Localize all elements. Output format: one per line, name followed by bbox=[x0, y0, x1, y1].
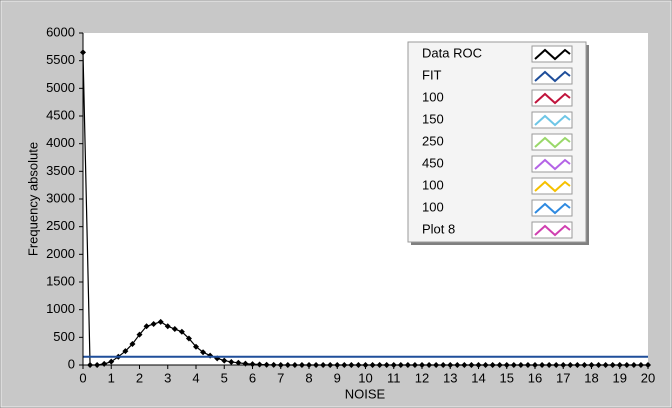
legend-label: FIT bbox=[422, 67, 442, 82]
legend-label: 250 bbox=[422, 133, 444, 148]
legend-swatch bbox=[534, 136, 571, 149]
x-tick-label: 18 bbox=[584, 370, 598, 385]
legend-label: 100 bbox=[422, 199, 444, 214]
legend-swatch-box bbox=[531, 133, 573, 151]
data-point bbox=[136, 331, 143, 338]
data-point bbox=[228, 358, 235, 365]
legend-swatch-box bbox=[531, 221, 573, 239]
legend-label: 150 bbox=[422, 111, 444, 126]
data-point bbox=[178, 328, 185, 335]
x-tick-label: 5 bbox=[221, 370, 228, 385]
legend-swatch bbox=[534, 70, 571, 83]
y-tick-label: 1000 bbox=[46, 301, 75, 316]
y-tick-label: 4000 bbox=[46, 135, 75, 150]
x-axis-label: NOISE bbox=[345, 386, 386, 401]
x-tick-label: 0 bbox=[79, 370, 86, 385]
legend-swatch-box bbox=[531, 67, 573, 85]
x-tick-label: 4 bbox=[192, 370, 199, 385]
legend-swatch-box bbox=[531, 111, 573, 129]
x-tick-label: 10 bbox=[358, 370, 372, 385]
legend-swatch bbox=[534, 114, 571, 127]
legend-swatch bbox=[534, 158, 571, 171]
x-tick-label: 13 bbox=[443, 370, 457, 385]
data-point bbox=[193, 343, 199, 350]
legend-label: 100 bbox=[422, 89, 444, 104]
y-tick-label: 5500 bbox=[46, 52, 75, 67]
y-tick-label: 1500 bbox=[46, 273, 75, 288]
x-tick-label: 19 bbox=[613, 370, 627, 385]
y-tick-label: 500 bbox=[53, 329, 75, 344]
x-tick-label: 16 bbox=[528, 370, 542, 385]
data-point bbox=[235, 359, 242, 366]
legend-swatch bbox=[534, 202, 571, 215]
legend-label: Data ROC bbox=[422, 45, 482, 60]
data-point bbox=[108, 358, 115, 365]
data-point bbox=[200, 349, 207, 356]
data-point bbox=[185, 335, 192, 342]
legend-label: 450 bbox=[422, 155, 444, 170]
legend-swatch-box bbox=[531, 45, 573, 63]
y-tick-label: 3000 bbox=[46, 190, 75, 205]
x-tick-label: 11 bbox=[387, 370, 401, 385]
x-tick-label: 12 bbox=[415, 370, 429, 385]
legend-swatch-box bbox=[531, 89, 573, 107]
x-tick-label: 2 bbox=[136, 370, 143, 385]
data-point bbox=[164, 323, 171, 330]
legend-label: 100 bbox=[422, 177, 444, 192]
legend-swatch-box bbox=[531, 177, 573, 195]
data-point bbox=[150, 321, 157, 328]
x-tick-label: 1 bbox=[108, 370, 115, 385]
x-tick-label: 20 bbox=[641, 370, 655, 385]
y-tick-label: 3500 bbox=[46, 163, 75, 178]
data-point bbox=[157, 318, 164, 325]
data-point bbox=[249, 361, 256, 368]
x-tick-label: 14 bbox=[471, 370, 485, 385]
data-point bbox=[122, 348, 129, 355]
y-tick-label: 2500 bbox=[46, 218, 75, 233]
x-tick-label: 15 bbox=[500, 370, 514, 385]
x-tick-label: 17 bbox=[556, 370, 570, 385]
data-point bbox=[256, 361, 263, 368]
x-tick-label: 7 bbox=[277, 370, 284, 385]
y-tick-label: 0 bbox=[68, 356, 75, 371]
legend-label: Plot 8 bbox=[422, 221, 455, 236]
data-point bbox=[143, 323, 150, 330]
data-point bbox=[171, 326, 178, 333]
legend-swatch bbox=[534, 48, 571, 61]
legend-swatch bbox=[534, 180, 571, 193]
y-tick-label: 4500 bbox=[46, 107, 75, 122]
y-axis-label: Frequency absolute bbox=[25, 142, 40, 256]
x-tick-label: 8 bbox=[305, 370, 312, 385]
legend-swatch-box bbox=[531, 199, 573, 217]
x-tick-label: 3 bbox=[164, 370, 171, 385]
x-tick-label: 9 bbox=[334, 370, 341, 385]
y-tick-label: 2000 bbox=[46, 246, 75, 261]
y-tick-label: 5000 bbox=[46, 80, 75, 95]
x-tick-label: 6 bbox=[249, 370, 256, 385]
data-point bbox=[129, 340, 136, 347]
legend-swatch-box bbox=[531, 155, 573, 173]
legend-swatch bbox=[534, 224, 571, 237]
y-tick-label: 6000 bbox=[46, 24, 75, 39]
legend-swatch bbox=[534, 92, 571, 105]
data-point bbox=[221, 357, 228, 364]
